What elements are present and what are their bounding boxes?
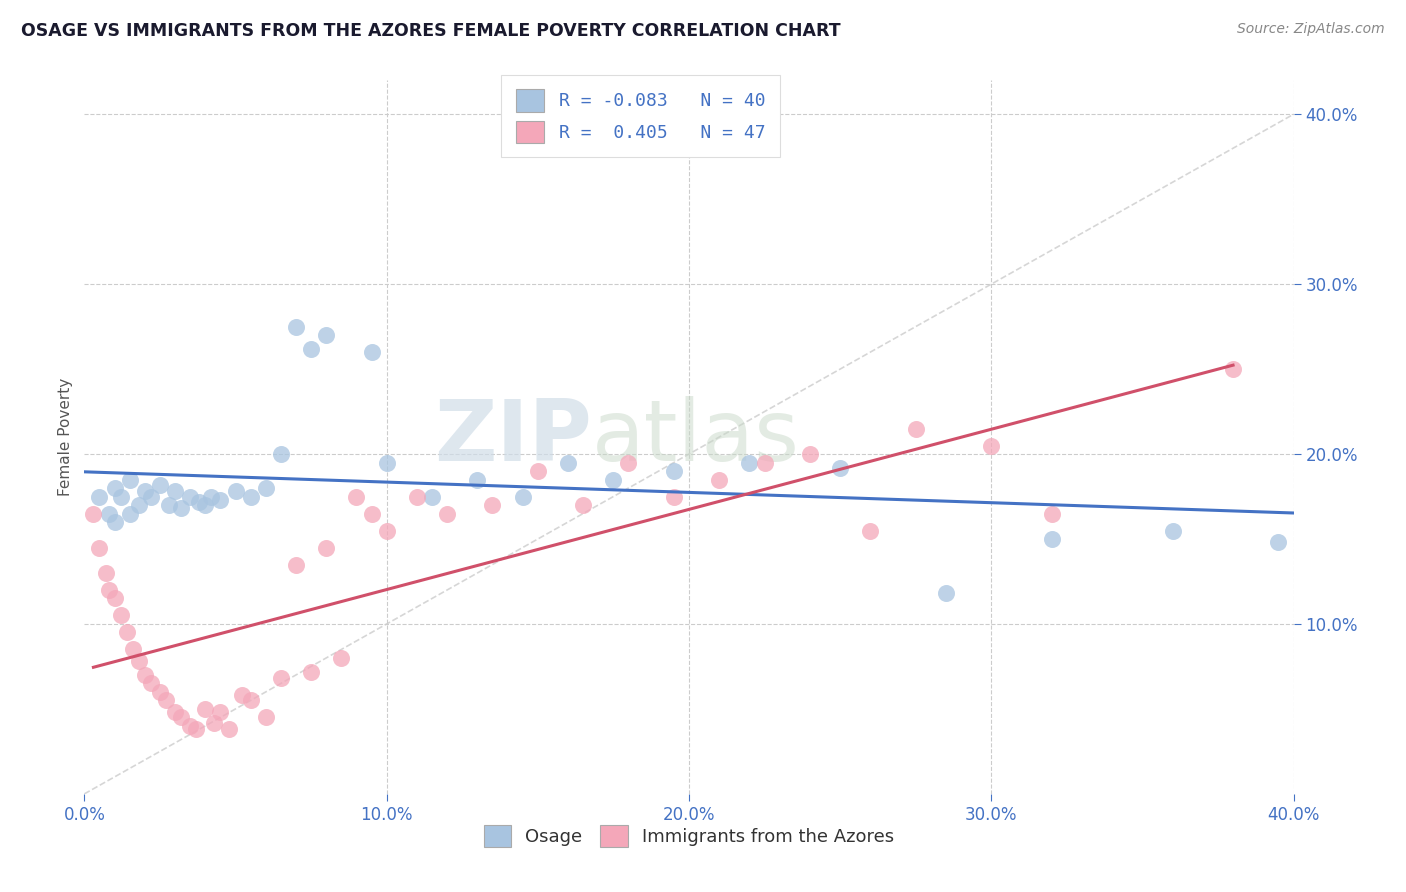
Point	[188, 494, 211, 508]
Point	[285, 558, 308, 572]
Point	[904, 421, 927, 435]
Point	[110, 490, 132, 504]
Legend: Osage, Immigrants from the Azores: Osage, Immigrants from the Azores	[475, 816, 903, 856]
Point	[375, 524, 398, 538]
Point	[134, 484, 156, 499]
Point	[194, 498, 217, 512]
Point	[270, 447, 292, 461]
Point	[602, 473, 624, 487]
Point	[231, 689, 253, 703]
Point	[935, 586, 957, 600]
Point	[115, 625, 138, 640]
Point	[139, 676, 162, 690]
Point	[209, 706, 232, 720]
Point	[104, 591, 127, 606]
Point	[1161, 524, 1184, 538]
Point	[179, 719, 201, 733]
Point	[420, 490, 443, 504]
Point	[170, 710, 193, 724]
Point	[270, 671, 292, 685]
Point	[170, 501, 193, 516]
Point	[467, 473, 489, 487]
Point	[118, 473, 141, 487]
Point	[980, 439, 1002, 453]
Point	[104, 481, 127, 495]
Point	[186, 723, 208, 737]
Point	[225, 484, 247, 499]
Point	[754, 456, 776, 470]
Point	[617, 456, 640, 470]
Point	[134, 668, 156, 682]
Point	[830, 460, 852, 475]
Point	[738, 456, 761, 470]
Point	[200, 490, 222, 504]
Point	[94, 566, 117, 580]
Point	[97, 507, 120, 521]
Text: ZIP: ZIP	[434, 395, 592, 479]
Point	[662, 490, 685, 504]
Point	[406, 490, 429, 504]
Point	[128, 654, 150, 668]
Point	[330, 651, 353, 665]
Point	[799, 447, 821, 461]
Point	[239, 490, 262, 504]
Point	[527, 464, 550, 478]
Point	[360, 345, 382, 359]
Point	[512, 490, 534, 504]
Point	[110, 608, 132, 623]
Point	[118, 507, 141, 521]
Point	[859, 524, 882, 538]
Point	[315, 328, 337, 343]
Point	[89, 490, 111, 504]
Point	[285, 319, 308, 334]
Point	[155, 693, 177, 707]
Point	[179, 490, 201, 504]
Point	[1222, 362, 1244, 376]
Point	[128, 498, 150, 512]
Point	[218, 723, 240, 737]
Text: Source: ZipAtlas.com: Source: ZipAtlas.com	[1237, 22, 1385, 37]
Point	[572, 498, 595, 512]
Point	[157, 498, 180, 512]
Point	[1040, 507, 1063, 521]
Point	[375, 456, 398, 470]
Point	[299, 665, 322, 679]
Point	[194, 702, 217, 716]
Point	[254, 481, 277, 495]
Point	[202, 715, 225, 730]
Point	[360, 507, 382, 521]
Point	[254, 710, 277, 724]
Point	[97, 582, 120, 597]
Point	[1040, 532, 1063, 546]
Point	[299, 342, 322, 356]
Point	[139, 490, 162, 504]
Point	[149, 477, 172, 491]
Point	[165, 484, 187, 499]
Point	[104, 515, 127, 529]
Point	[481, 498, 503, 512]
Point	[1267, 535, 1289, 549]
Point	[346, 490, 368, 504]
Y-axis label: Female Poverty: Female Poverty	[58, 378, 73, 496]
Point	[315, 541, 337, 555]
Point	[149, 685, 172, 699]
Point	[709, 473, 731, 487]
Point	[662, 464, 685, 478]
Point	[436, 507, 458, 521]
Point	[165, 706, 187, 720]
Point	[121, 642, 143, 657]
Point	[89, 541, 111, 555]
Text: OSAGE VS IMMIGRANTS FROM THE AZORES FEMALE POVERTY CORRELATION CHART: OSAGE VS IMMIGRANTS FROM THE AZORES FEMA…	[21, 22, 841, 40]
Text: atlas: atlas	[592, 395, 800, 479]
Point	[209, 492, 232, 507]
Point	[239, 693, 262, 707]
Point	[557, 456, 579, 470]
Point	[82, 507, 104, 521]
